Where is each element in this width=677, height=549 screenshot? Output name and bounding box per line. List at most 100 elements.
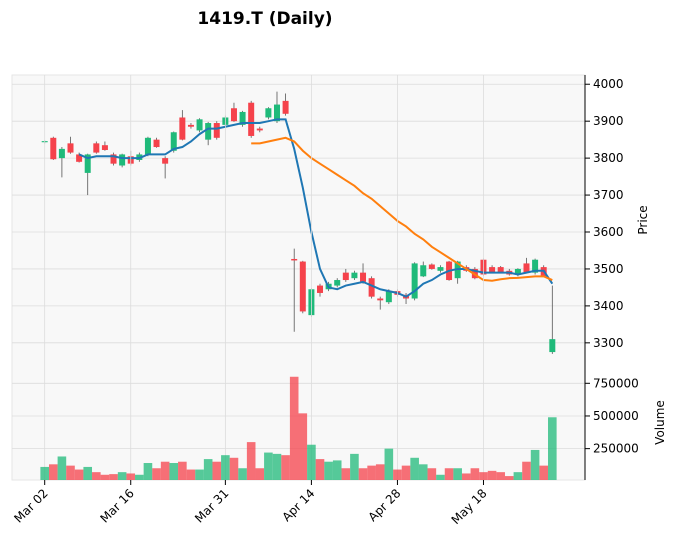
- volume-bar: [92, 472, 101, 480]
- volume-bar: [178, 461, 187, 480]
- candle-body: [385, 291, 392, 303]
- candle-body: [334, 280, 341, 286]
- candle-body: [119, 154, 126, 166]
- volume-bar: [324, 461, 333, 480]
- candle-body: [248, 102, 255, 136]
- candle-body: [377, 298, 384, 301]
- candle-body: [514, 268, 521, 275]
- volume-bar: [401, 465, 411, 480]
- x-tick-label: Mar 16: [97, 486, 136, 525]
- y-tick-label: 3500: [593, 262, 624, 276]
- y-tick-label: 3800: [593, 151, 624, 165]
- volume-bar: [341, 468, 351, 480]
- volume-bar: [367, 465, 376, 480]
- volume-bar: [221, 455, 230, 480]
- candle-body: [351, 272, 358, 279]
- volume-bar: [109, 474, 118, 480]
- volume-bar: [479, 472, 488, 480]
- candle-body: [162, 158, 169, 164]
- candle-body: [317, 285, 324, 293]
- candle-body: [265, 108, 272, 118]
- volume-bar: [195, 469, 204, 480]
- volume-bar: [135, 474, 144, 480]
- volume-bar: [453, 468, 462, 480]
- candle-body: [420, 265, 427, 277]
- y-tick-label: 3900: [593, 114, 624, 128]
- candle-body: [428, 264, 435, 269]
- volume-bar: [358, 468, 368, 480]
- candle-body: [110, 154, 117, 164]
- volume-bar: [384, 448, 394, 480]
- volume-bar: [57, 456, 67, 480]
- candle-body: [67, 143, 74, 153]
- candle-body: [411, 263, 418, 299]
- volume-bar: [418, 464, 428, 480]
- volume-bar: [375, 464, 385, 480]
- candle-body: [299, 261, 306, 312]
- volume-bar: [152, 468, 161, 480]
- volume-bar: [427, 468, 437, 480]
- y-axis-label: Volume: [653, 400, 667, 445]
- volume-bar: [83, 466, 93, 480]
- moving-average: [251, 136, 553, 282]
- candle-body: [170, 132, 177, 151]
- candle-body: [205, 123, 212, 140]
- volume-bar: [444, 468, 454, 480]
- moving-average: [78, 118, 554, 298]
- y-tick-label: 3400: [593, 299, 624, 313]
- candle-body: [93, 143, 100, 153]
- y-tick-label: 4000: [593, 77, 624, 91]
- volume-bar: [255, 468, 265, 480]
- volume-bar: [143, 463, 153, 480]
- volume-bar: [117, 472, 127, 480]
- x-tick-label: Mar 31: [192, 486, 231, 525]
- volume-bar: [504, 476, 514, 480]
- volume-bar: [66, 465, 75, 480]
- candle-body: [368, 278, 375, 297]
- y-tick-label: 3600: [593, 225, 624, 239]
- y-tick-label: 3700: [593, 188, 624, 202]
- candle-body: [282, 100, 289, 114]
- candle-body: [179, 117, 186, 140]
- volume-bar: [315, 459, 325, 480]
- volume-bar: [186, 469, 196, 480]
- volume-bar: [307, 444, 316, 480]
- candle-body: [273, 104, 280, 122]
- candle-body: [437, 267, 444, 271]
- candle-body: [50, 137, 57, 160]
- volume-bar: [350, 453, 359, 480]
- y-axis-label: Price: [636, 205, 650, 234]
- candle-body: [230, 108, 237, 122]
- candle-body: [58, 148, 65, 159]
- x-tick-label: Mar 02: [11, 486, 50, 525]
- y-tick-label: 750000: [593, 376, 639, 390]
- volume-bar: [332, 460, 342, 480]
- y-tick-label: 250000: [593, 442, 639, 456]
- volume-bar: [539, 465, 549, 480]
- candle-body: [523, 263, 530, 273]
- plot-background: [11, 74, 586, 481]
- volume-bar: [48, 464, 58, 480]
- volume-bar: [160, 461, 170, 480]
- volume-bar: [436, 474, 445, 480]
- volume-bar: [281, 455, 290, 480]
- candle-body: [360, 272, 367, 282]
- candle-body: [489, 267, 496, 273]
- candle-body: [532, 259, 539, 273]
- volume-bar: [496, 472, 505, 480]
- volume-bar: [238, 468, 247, 480]
- volume-bar: [246, 442, 256, 480]
- candle-body: [76, 154, 83, 162]
- candle-body: [84, 154, 91, 173]
- volume-bar: [410, 457, 419, 480]
- volume-bar: [126, 473, 136, 480]
- candle-body: [144, 137, 151, 155]
- candle-body: [187, 124, 194, 127]
- x-tick-label: Apr 28: [365, 486, 403, 524]
- volume-bar: [487, 470, 497, 480]
- candle-body: [196, 119, 203, 131]
- y-tick-label: 500000: [593, 409, 639, 423]
- x-tick-label: Apr 14: [279, 486, 317, 524]
- candle-body: [101, 145, 108, 150]
- volume-bar: [100, 474, 110, 480]
